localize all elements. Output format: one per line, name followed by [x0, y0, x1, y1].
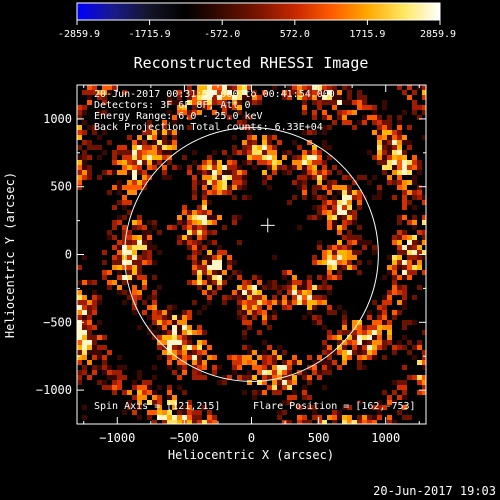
y-tick-label: 500 — [50, 180, 72, 194]
x-tick-label: 0 — [248, 431, 255, 445]
x-axis-label: Heliocentric X (arcsec) — [168, 448, 334, 462]
annotation-time: 20-Jun-2017 00:31:54.000 to 00:41:54.000 — [94, 89, 335, 100]
colorbar: -2859.9 -1715.9 -572.0 572.0 1715.9 2859.9 — [58, 2, 456, 40]
colorbar-tick-labels: -2859.9 -1715.9 -572.0 572.0 1715.9 2859.9 — [58, 29, 456, 40]
x-tick-label: 500 — [308, 431, 330, 445]
colorbar-tick-label: 572.0 — [280, 29, 310, 40]
annotation-block: 20-Jun-2017 00:31:54.000 to 00:41:54.000… — [94, 89, 416, 412]
colorbar-tick-label: -2859.9 — [58, 29, 100, 40]
colorbar-tick-label: 1715.9 — [349, 29, 385, 40]
annotation-method: Back Projection Total counts: 6.33E+04 — [94, 122, 323, 133]
annotation-spin-axis: Spin Axis = [121,215] — [94, 401, 220, 412]
y-tick-labels: −1000 −500 0 500 1000 — [36, 112, 72, 397]
footer-timestamp: 20-Jun-2017 19:03 — [373, 484, 496, 498]
x-axis-ticks — [83, 85, 420, 424]
colorbar-ticks — [76, 20, 441, 25]
x-tick-labels: −1000 −500 0 500 1000 — [99, 431, 400, 445]
flare-cross-marker — [260, 218, 275, 233]
chart-title: Reconstructed RHESSI Image — [134, 54, 369, 72]
solar-limb-circle — [124, 127, 379, 382]
annotation-detectors: Detectors: 3F 6F 8F, Att 0 — [94, 100, 251, 111]
y-tick-label: 0 — [65, 248, 72, 262]
heatmap-cells — [77, 85, 426, 424]
annotation-flare-position: Flare Position = [162,-753] — [253, 401, 416, 412]
plot-area — [76, 84, 427, 425]
colorbar-gradient — [76, 2, 441, 21]
x-tick-label: −500 — [170, 431, 199, 445]
y-axis-ticks — [77, 84, 426, 391]
y-tick-label: −1000 — [36, 383, 72, 397]
colorbar-tick-label: -1715.9 — [129, 29, 171, 40]
x-tick-label: −1000 — [99, 431, 135, 445]
annotation-energy: Energy Range: 6.0 - 25.0 keV — [94, 111, 263, 122]
y-axis-label: Heliocentric Y (arcsec) — [3, 172, 17, 338]
y-tick-label: −500 — [43, 315, 72, 329]
y-tick-label: 1000 — [43, 112, 72, 126]
colorbar-tick-label: -572.0 — [204, 29, 240, 40]
x-tick-label: 1000 — [371, 431, 400, 445]
colorbar-tick-label: 2859.9 — [420, 29, 456, 40]
